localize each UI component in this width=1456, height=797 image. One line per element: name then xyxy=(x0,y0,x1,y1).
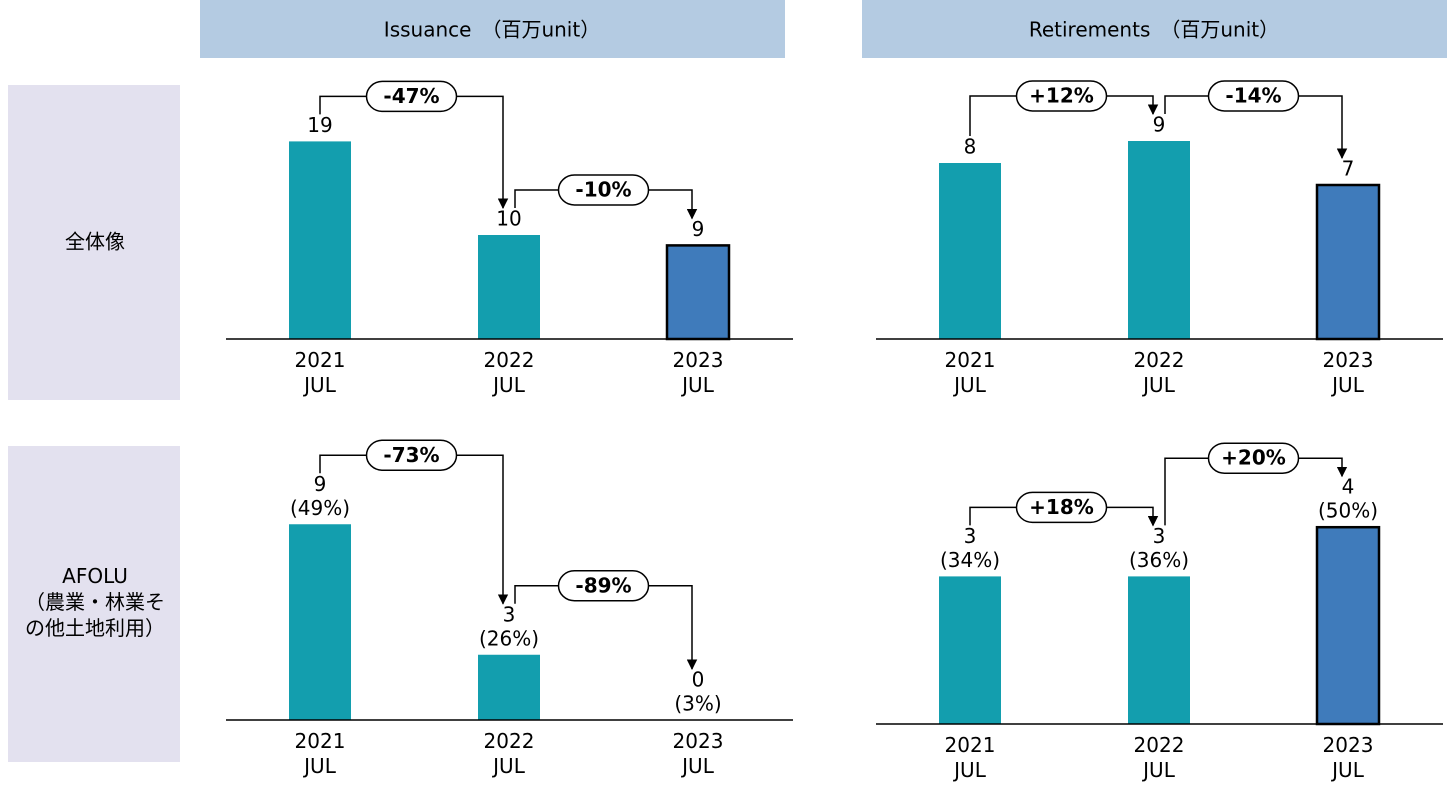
value-label: 10 xyxy=(496,207,521,231)
change-pill xyxy=(365,80,458,113)
bar xyxy=(939,576,1001,724)
x-tick-label: 2023 JUL xyxy=(673,729,724,778)
value-label: 7 xyxy=(1342,157,1355,181)
value-label: 3 xyxy=(964,524,977,548)
x-tick-label: 2022 JUL xyxy=(484,348,535,397)
share-label: (26%) xyxy=(479,626,539,650)
change-label: -73% xyxy=(383,443,439,467)
row-label: 全体像 xyxy=(65,230,125,254)
change-pill xyxy=(365,439,458,471)
change-pill xyxy=(557,174,650,206)
x-tick-label: 2021 JUL xyxy=(945,733,996,782)
share-label: (50%) xyxy=(1318,499,1378,523)
value-label: 0 xyxy=(692,668,705,692)
value-label: 4 xyxy=(1342,475,1355,499)
row-box xyxy=(8,446,180,762)
header-issuance: Issuance （百万unit） xyxy=(384,18,600,42)
share-label: (49%) xyxy=(290,496,350,520)
change-label: +20% xyxy=(1221,446,1286,470)
bar xyxy=(1128,141,1190,339)
change-pill xyxy=(557,570,650,602)
x-tick-label: 2023 JUL xyxy=(673,348,724,397)
share-label: (36%) xyxy=(1129,548,1189,572)
x-tick-label: 2021 JUL xyxy=(945,348,996,397)
x-tick-label: 2023 JUL xyxy=(1323,348,1374,397)
x-tick-label: 2023 JUL xyxy=(1323,733,1374,782)
change-pill xyxy=(1207,80,1300,112)
value-label: 3 xyxy=(1153,524,1166,548)
change-label: +12% xyxy=(1029,84,1094,108)
change-label: -14% xyxy=(1225,84,1281,108)
value-label: 19 xyxy=(307,113,332,137)
share-label: (3%) xyxy=(674,692,721,716)
row-label: AFOLU （農業・林業その他土地利用） xyxy=(25,564,165,640)
value-label: 8 xyxy=(964,135,977,159)
value-label: 9 xyxy=(1153,113,1166,137)
bar xyxy=(289,141,351,339)
change-pill xyxy=(1207,442,1300,474)
change-pill xyxy=(1015,491,1108,524)
change-label: +18% xyxy=(1029,495,1094,519)
change-label: -47% xyxy=(383,84,439,108)
bar xyxy=(665,244,731,341)
x-tick-label: 2022 JUL xyxy=(484,729,535,778)
x-tick-label: 2022 JUL xyxy=(1134,348,1185,397)
bar xyxy=(1128,576,1190,724)
bar xyxy=(1315,525,1381,726)
x-tick-label: 2021 JUL xyxy=(295,729,346,778)
header-box xyxy=(200,0,785,58)
x-tick-label: 2022 JUL xyxy=(1134,733,1185,782)
change-label: -89% xyxy=(575,573,631,597)
header-box xyxy=(862,0,1447,58)
header-retirements: Retirements （百万unit） xyxy=(1029,18,1279,42)
bar xyxy=(478,235,540,339)
bar xyxy=(939,163,1001,339)
change-label: -10% xyxy=(575,178,631,202)
row-box xyxy=(8,85,180,400)
bar xyxy=(478,654,540,720)
share-label: (34%) xyxy=(940,548,1000,572)
value-label: 3 xyxy=(503,602,516,626)
value-label: 9 xyxy=(314,472,327,496)
bar xyxy=(289,524,351,720)
x-tick-label: 2021 JUL xyxy=(295,348,346,397)
bar xyxy=(1315,183,1381,341)
value-label: 9 xyxy=(692,217,705,241)
change-pill xyxy=(1015,80,1108,112)
